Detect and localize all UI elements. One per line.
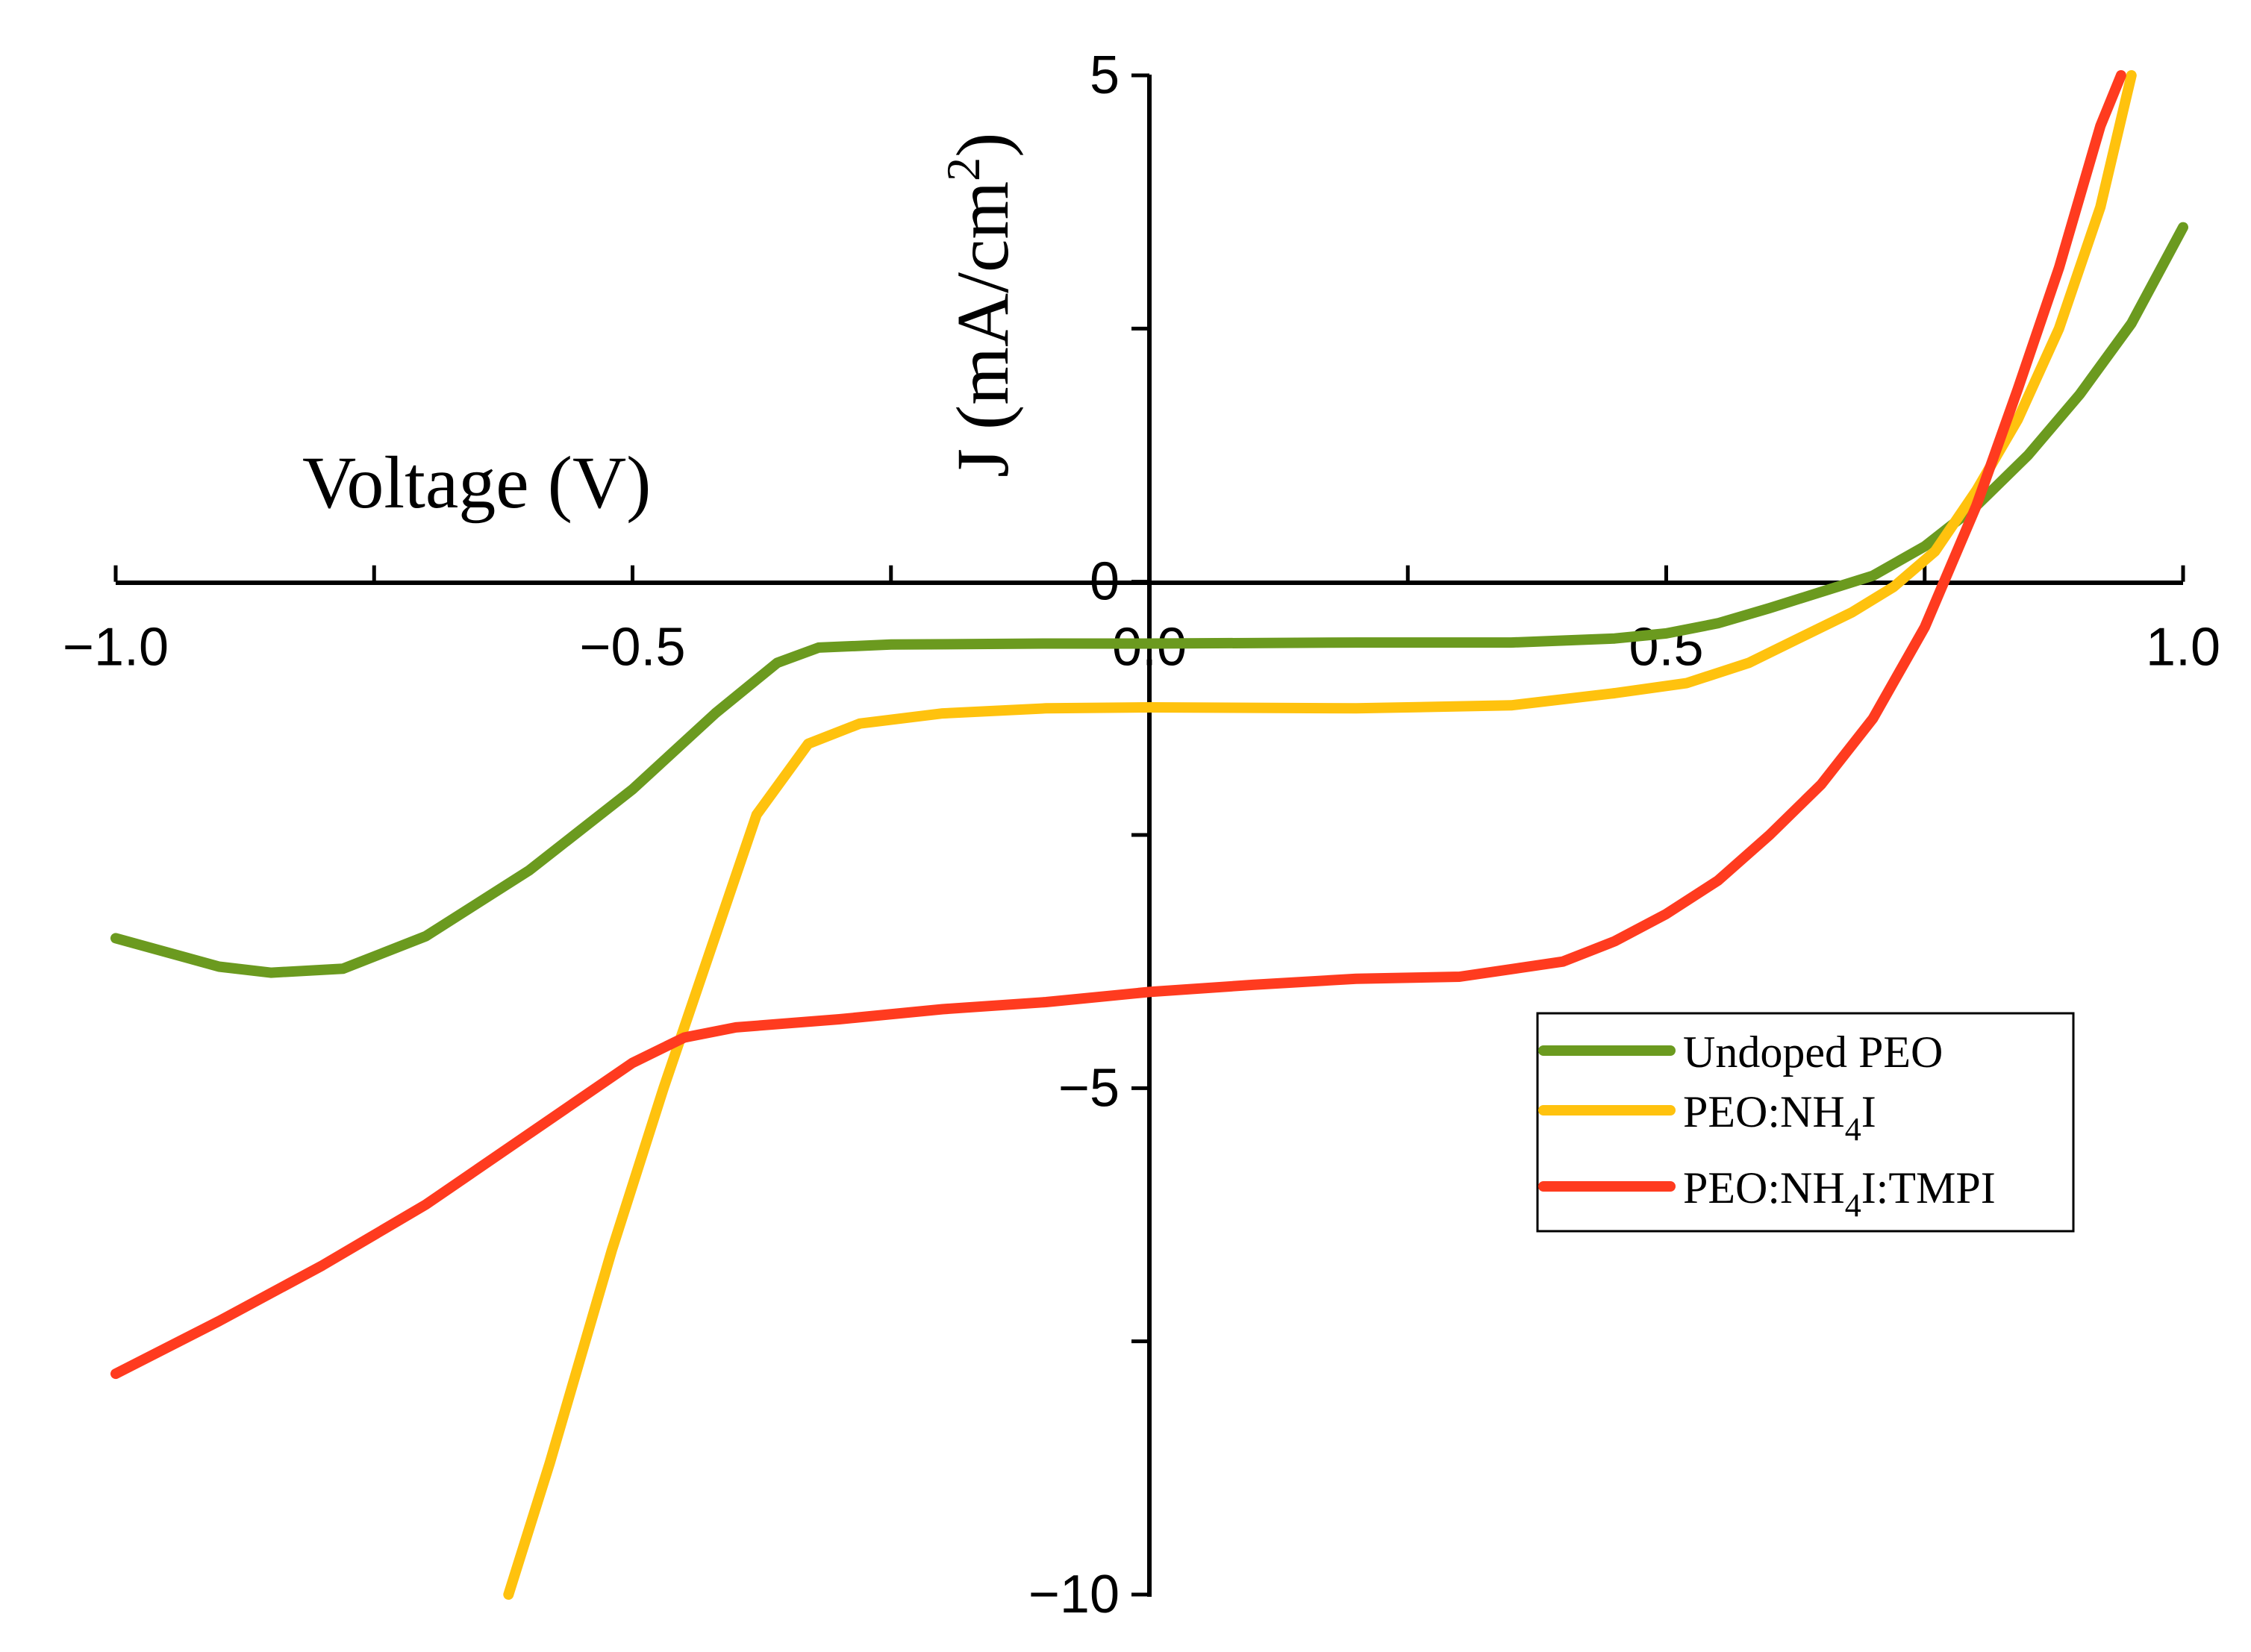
legend-label-peo-nh4i-tmpi: PEO:NH4I:TMPI [1683, 1163, 1996, 1224]
y-axis-title-close: ) [941, 133, 1024, 157]
legend-label-peo-nh4i: PEO:NH4I [1683, 1087, 1876, 1148]
legend-label-peo-nh4i-sub: 4 [1845, 1111, 1861, 1148]
legend-label-undoped-peo-main: Undoped PEO [1683, 1027, 1943, 1077]
y-tick-label: −5 [1058, 1058, 1120, 1118]
y-axis-title: J (mA/cm2) [937, 133, 1024, 478]
legend-label-peo-nh4i-tmpi-sub: 4 [1845, 1187, 1861, 1224]
y-tick-label: 0 [1090, 552, 1120, 612]
x-tick-label: −0.5 [579, 618, 685, 678]
legend-label-peo-nh4i-tmpi-main: PEO:NH [1683, 1163, 1845, 1213]
y-tick-label: 5 [1090, 46, 1120, 105]
legend-entry-peo-nh4i-tmpi: PEO:NH4I:TMPI [1538, 1163, 1996, 1224]
series-layer [110, 70, 2188, 1600]
y-axis-title-main: J (mA/cm [941, 181, 1024, 478]
y-tick-label: −10 [1028, 1565, 1120, 1624]
series-line-peo-nh4i-tmpi [110, 70, 2126, 1380]
legend-label-peo-nh4i-rest: I [1861, 1087, 1876, 1136]
legend-label-undoped-peo: Undoped PEO [1683, 1027, 1943, 1077]
y-axis-title-sup: 2 [937, 157, 990, 181]
series-line-peo-nh4i [503, 70, 2137, 1600]
legend-entry-peo-nh4i: PEO:NH4I [1538, 1087, 1876, 1148]
x-axis-title: Voltage (V) [302, 441, 651, 524]
legend-entry-undoped-peo: Undoped PEO [1538, 1027, 1943, 1077]
y-ticks: 5 0 −5 −10 [1028, 46, 1149, 1624]
legend-label-peo-nh4i-tmpi-rest: I:TMPI [1861, 1163, 1996, 1213]
x-tick-label: −1.0 [63, 618, 169, 678]
legend: Undoped PEO PEO:NH4I PEO:NH4I:TMPI [1536, 1012, 2075, 1233]
legend-label-peo-nh4i-main: PEO:NH [1683, 1087, 1845, 1136]
x-tick-label: 1.0 [2146, 618, 2220, 678]
